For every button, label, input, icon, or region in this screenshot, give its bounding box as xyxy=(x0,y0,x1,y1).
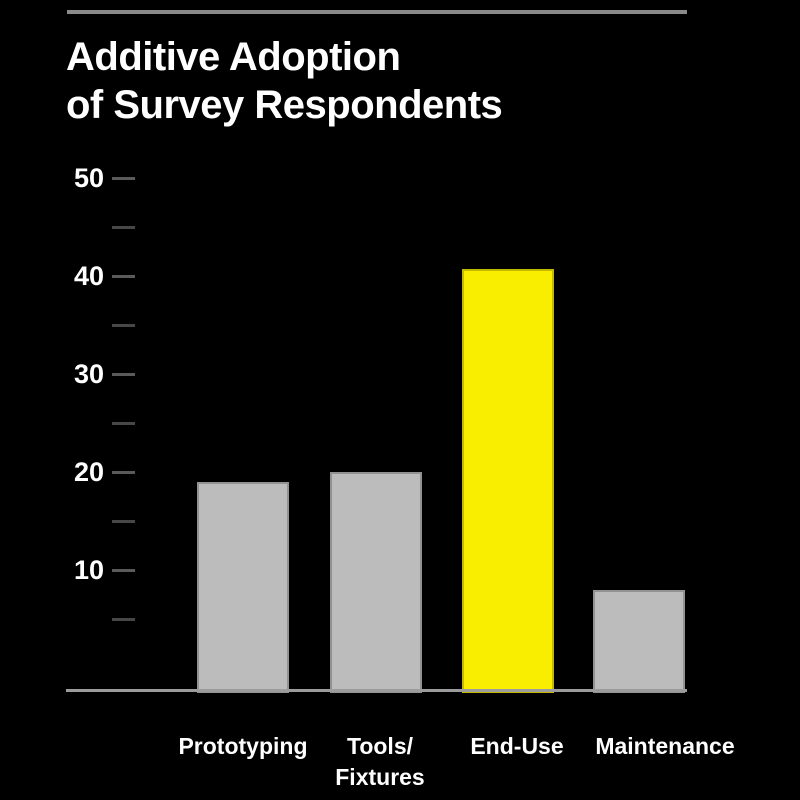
chart-title-line2: of Survey Respondents xyxy=(66,83,503,127)
y-tick-label-20: 20 xyxy=(73,457,104,487)
x-category-label-prototyping: Prototyping xyxy=(178,733,308,759)
chart-title: Additive Adoption of Survey Respondents xyxy=(66,33,503,129)
y-minor-tick-35 xyxy=(112,324,135,327)
y-tick-label-10: 10 xyxy=(73,555,104,585)
y-major-tick-30 xyxy=(112,373,135,376)
x-category-label-end-use: End-Use xyxy=(470,733,564,759)
y-minor-tick-15 xyxy=(112,520,135,523)
x-category-label-tools-fixtures: Tools/Fixtures xyxy=(335,733,425,790)
y-minor-tick-45 xyxy=(112,226,135,229)
y-major-tick-20 xyxy=(112,471,135,474)
y-tick-label-50: 50 xyxy=(73,163,104,193)
bar-end-use xyxy=(462,269,554,693)
bar-tools-fixtures xyxy=(330,472,422,693)
x-category-label-maintenance: Maintenance xyxy=(595,733,735,759)
bar-maintenance xyxy=(593,590,685,693)
y-major-tick-10 xyxy=(112,569,135,572)
y-major-tick-50 xyxy=(112,177,135,180)
y-major-tick-40 xyxy=(112,275,135,278)
y-tick-label-40: 40 xyxy=(73,261,104,291)
x-axis-line xyxy=(66,689,687,692)
top-rule-divider xyxy=(67,10,687,14)
bar-prototyping xyxy=(197,482,289,693)
y-tick-label-30: 30 xyxy=(73,359,104,389)
y-minor-tick-5 xyxy=(112,618,135,621)
chart-title-line1: Additive Adoption xyxy=(66,35,401,79)
y-minor-tick-25 xyxy=(112,422,135,425)
